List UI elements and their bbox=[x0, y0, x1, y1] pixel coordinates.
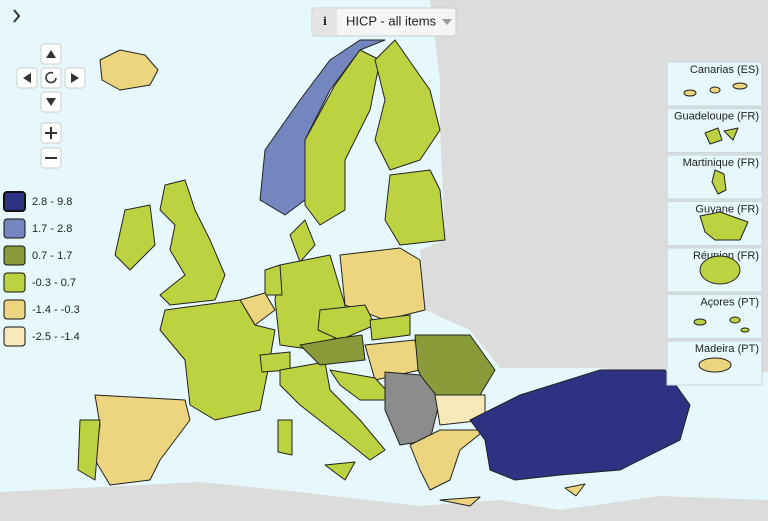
legend-swatch[interactable] bbox=[3, 191, 26, 212]
inset-region bbox=[709, 86, 721, 94]
inset-label: Guyane (FR) bbox=[695, 203, 759, 215]
country bbox=[564, 483, 586, 497]
inset-label: Madeira (PT) bbox=[695, 343, 759, 355]
dropdown-box[interactable] bbox=[311, 7, 457, 37]
countries bbox=[77, 39, 691, 507]
country bbox=[409, 429, 486, 491]
legend-label: 1.7 - 2.8 bbox=[32, 223, 72, 235]
country bbox=[439, 496, 481, 507]
inset-region bbox=[704, 127, 723, 145]
legend-label: -2.5 - -1.4 bbox=[32, 331, 80, 343]
inset-label: Martinique (FR) bbox=[683, 157, 759, 169]
country bbox=[329, 369, 396, 401]
caret bbox=[442, 19, 452, 25]
inset-label: Canarias (ES) bbox=[690, 64, 759, 76]
country bbox=[304, 49, 381, 226]
info-button[interactable] bbox=[313, 9, 337, 35]
reset-icon bbox=[45, 71, 57, 84]
inset-label: Açores (PT) bbox=[700, 296, 759, 308]
inset-region bbox=[711, 169, 727, 195]
no-data-land bbox=[0, 482, 768, 521]
inset-region bbox=[740, 327, 750, 333]
info-icon: i bbox=[323, 15, 327, 28]
insets: Canarias (ES) Guadeloupe (FR) Martinique (… bbox=[666, 61, 763, 386]
inset-region bbox=[723, 127, 739, 141]
arrow-icon bbox=[71, 73, 79, 83]
legend-swatch[interactable] bbox=[3, 299, 26, 320]
inset-panel[interactable] bbox=[666, 247, 763, 293]
country bbox=[159, 299, 276, 421]
arrow-icon bbox=[46, 50, 56, 58]
legend-label: 2.8 - 9.8 bbox=[32, 196, 72, 208]
inset-panel[interactable] bbox=[666, 340, 763, 386]
country bbox=[99, 49, 159, 91]
country bbox=[317, 304, 376, 341]
country bbox=[159, 179, 226, 306]
legend-label: -1.4 - -0.3 bbox=[32, 304, 80, 316]
country bbox=[259, 39, 386, 216]
nav-controls bbox=[16, 43, 86, 169]
panel-toggle[interactable] bbox=[13, 9, 21, 23]
inset-region bbox=[729, 316, 741, 324]
inset-region bbox=[732, 82, 748, 90]
arrow-icon bbox=[46, 98, 56, 106]
legend: 2.8 - 9.8 1.7 - 2.8 0.7 - 1.7 -0.3 - 0.7 -1.… bbox=[3, 191, 80, 347]
inset-region bbox=[698, 357, 732, 373]
inset-region bbox=[683, 89, 697, 97]
dropdown-label: HICP - all items bbox=[346, 13, 437, 28]
legend-swatch[interactable] bbox=[3, 326, 26, 347]
country bbox=[279, 361, 386, 461]
country bbox=[264, 264, 283, 296]
country bbox=[299, 334, 366, 366]
inset-region bbox=[699, 211, 749, 241]
legend-swatch[interactable] bbox=[3, 272, 26, 293]
country bbox=[289, 219, 316, 263]
country bbox=[374, 39, 441, 171]
inset-label: Guadeloupe (FR) bbox=[674, 110, 759, 122]
country bbox=[469, 369, 691, 481]
arrow-icon bbox=[23, 73, 31, 83]
country bbox=[77, 419, 101, 481]
country bbox=[324, 461, 356, 481]
legend-label: -0.3 - 0.7 bbox=[32, 277, 76, 289]
reset-view[interactable] bbox=[40, 67, 62, 89]
country bbox=[369, 314, 411, 341]
country bbox=[384, 169, 446, 246]
country bbox=[277, 419, 293, 456]
inset-region bbox=[693, 318, 707, 326]
legend-swatch[interactable] bbox=[3, 245, 26, 266]
inset-region bbox=[699, 255, 741, 285]
legend-label: 0.7 - 1.7 bbox=[32, 250, 72, 262]
legend-swatch[interactable] bbox=[3, 218, 26, 239]
plus-icon bbox=[45, 127, 57, 139]
indicator-dropdown[interactable]: i HICP - all items bbox=[311, 7, 457, 37]
country bbox=[114, 204, 156, 271]
